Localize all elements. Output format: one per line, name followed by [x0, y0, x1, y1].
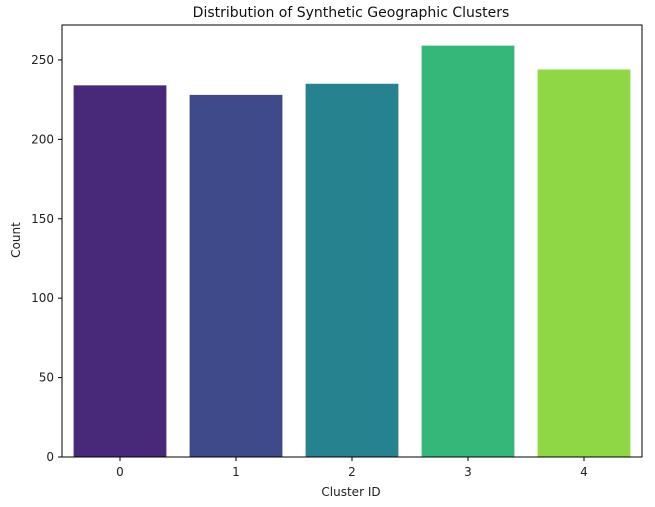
bar-cluster-2	[305, 83, 399, 457]
y-axis-label: Count	[9, 222, 23, 258]
x-tick-label: 2	[348, 465, 356, 479]
x-tick-label: 3	[464, 465, 472, 479]
y-tick-label: 100	[31, 291, 54, 305]
y-tick-label: 50	[39, 371, 54, 385]
chart-title: Distribution of Synthetic Geographic Clu…	[193, 5, 510, 21]
y-tick-label: 250	[31, 53, 54, 67]
bar-cluster-4	[537, 69, 631, 458]
bar-cluster-3	[421, 45, 515, 457]
bars-group	[73, 45, 631, 458]
x-axis-label: Cluster ID	[321, 485, 380, 499]
bar-cluster-0	[73, 85, 167, 458]
x-tick-label: 0	[116, 465, 124, 479]
y-axis: 0 50 100 150 200 250	[31, 53, 62, 464]
y-tick-label: 150	[31, 212, 54, 226]
y-tick-label: 200	[31, 132, 54, 146]
x-tick-label: 1	[232, 465, 240, 479]
y-tick-label: 0	[46, 450, 54, 464]
x-axis: 0 1 2 3 4	[116, 457, 588, 479]
bar-cluster-1	[189, 94, 283, 457]
x-tick-label: 4	[580, 465, 588, 479]
